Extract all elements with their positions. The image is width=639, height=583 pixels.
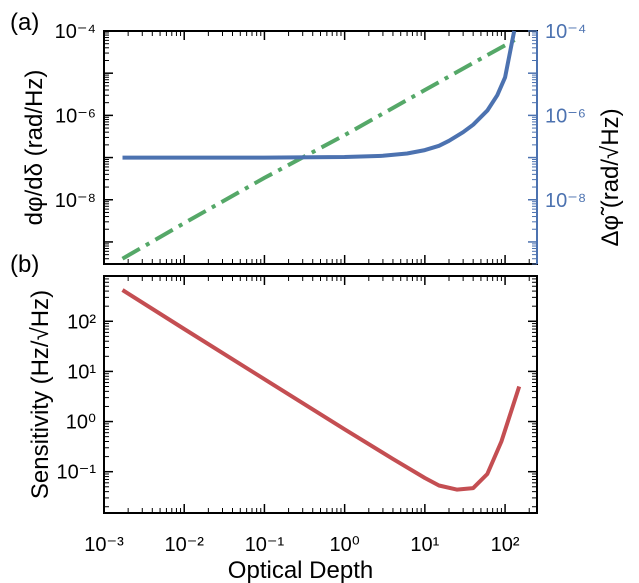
x-tick-label: 10⁻¹	[245, 534, 285, 556]
panel-a: (a) 10⁻⁸ 10⁻⁶ 10⁻⁴ 10⁻⁸ 10⁻⁶ 10⁻⁴ dφ/dδ (rad…	[10, 9, 624, 265]
panel-a-right-axis-label: Δφ̃ (rad/√Hz)	[597, 108, 624, 246]
series-line-0	[121, 288, 522, 492]
panel-b: (b) 10⁻³ 10⁻² 10⁻¹ 10⁰ 10¹ 10² 10⁻¹10⁰10¹10² …	[10, 251, 538, 583]
panel-a-x-ticks	[103, 31, 530, 264]
left-y-tick-label: 10²	[67, 311, 96, 333]
left-y-tick-label: 10⁰	[66, 412, 96, 434]
series-line-1	[122, 30, 517, 160]
x-tick-label: 10⁻²	[164, 534, 204, 556]
panel-a-series	[121, 30, 521, 261]
left-y-tick-label: 10⁻⁸	[55, 190, 96, 212]
right-y-tick-label: 10⁻⁴	[545, 21, 586, 43]
x-tick-label: 10⁻³	[84, 534, 124, 556]
series-line-0	[121, 35, 521, 261]
x-tick-label: 10¹	[410, 534, 439, 556]
panel-b-series	[121, 288, 522, 492]
panel-a-right-y-ticks: 10⁻⁸ 10⁻⁶ 10⁻⁴	[528, 21, 586, 265]
x-tick-label: 10²	[491, 534, 520, 556]
panel-a-plot-frame	[103, 30, 538, 265]
panel-a-left-axis-label: dφ/dδ (rad/Hz)	[21, 70, 48, 226]
panel-a-label: (a)	[10, 9, 39, 36]
x-tick-label: 10⁰	[330, 534, 360, 556]
left-y-tick-label: 10⁻⁶	[55, 105, 96, 127]
panel-b-y-ticks: 10⁻¹ 10⁰ 10¹ 10²	[57, 275, 537, 508]
right-y-tick-label: 10⁻⁸	[545, 190, 586, 212]
panel-b-label: (b)	[10, 251, 39, 278]
left-y-tick-label: 10⁻⁴	[55, 21, 96, 43]
right-y-tick-label: 10⁻⁶	[545, 105, 586, 127]
panel-a-left-y-ticks: 10⁻⁸ 10⁻⁶ 10⁻⁴	[55, 21, 113, 265]
panel-b-x-ticks: 10⁻³ 10⁻² 10⁻¹ 10⁰ 10¹ 10²	[84, 276, 530, 556]
panel-b-plot-frame	[103, 275, 538, 514]
panel-b-y-axis-label: Sensitivity (Hz/√Hz)	[27, 290, 54, 499]
left-y-tick-label: 10¹	[67, 361, 96, 383]
left-y-tick-label: 10⁻¹	[57, 462, 97, 484]
panel-b-x-axis-label: Optical Depth	[228, 557, 373, 583]
